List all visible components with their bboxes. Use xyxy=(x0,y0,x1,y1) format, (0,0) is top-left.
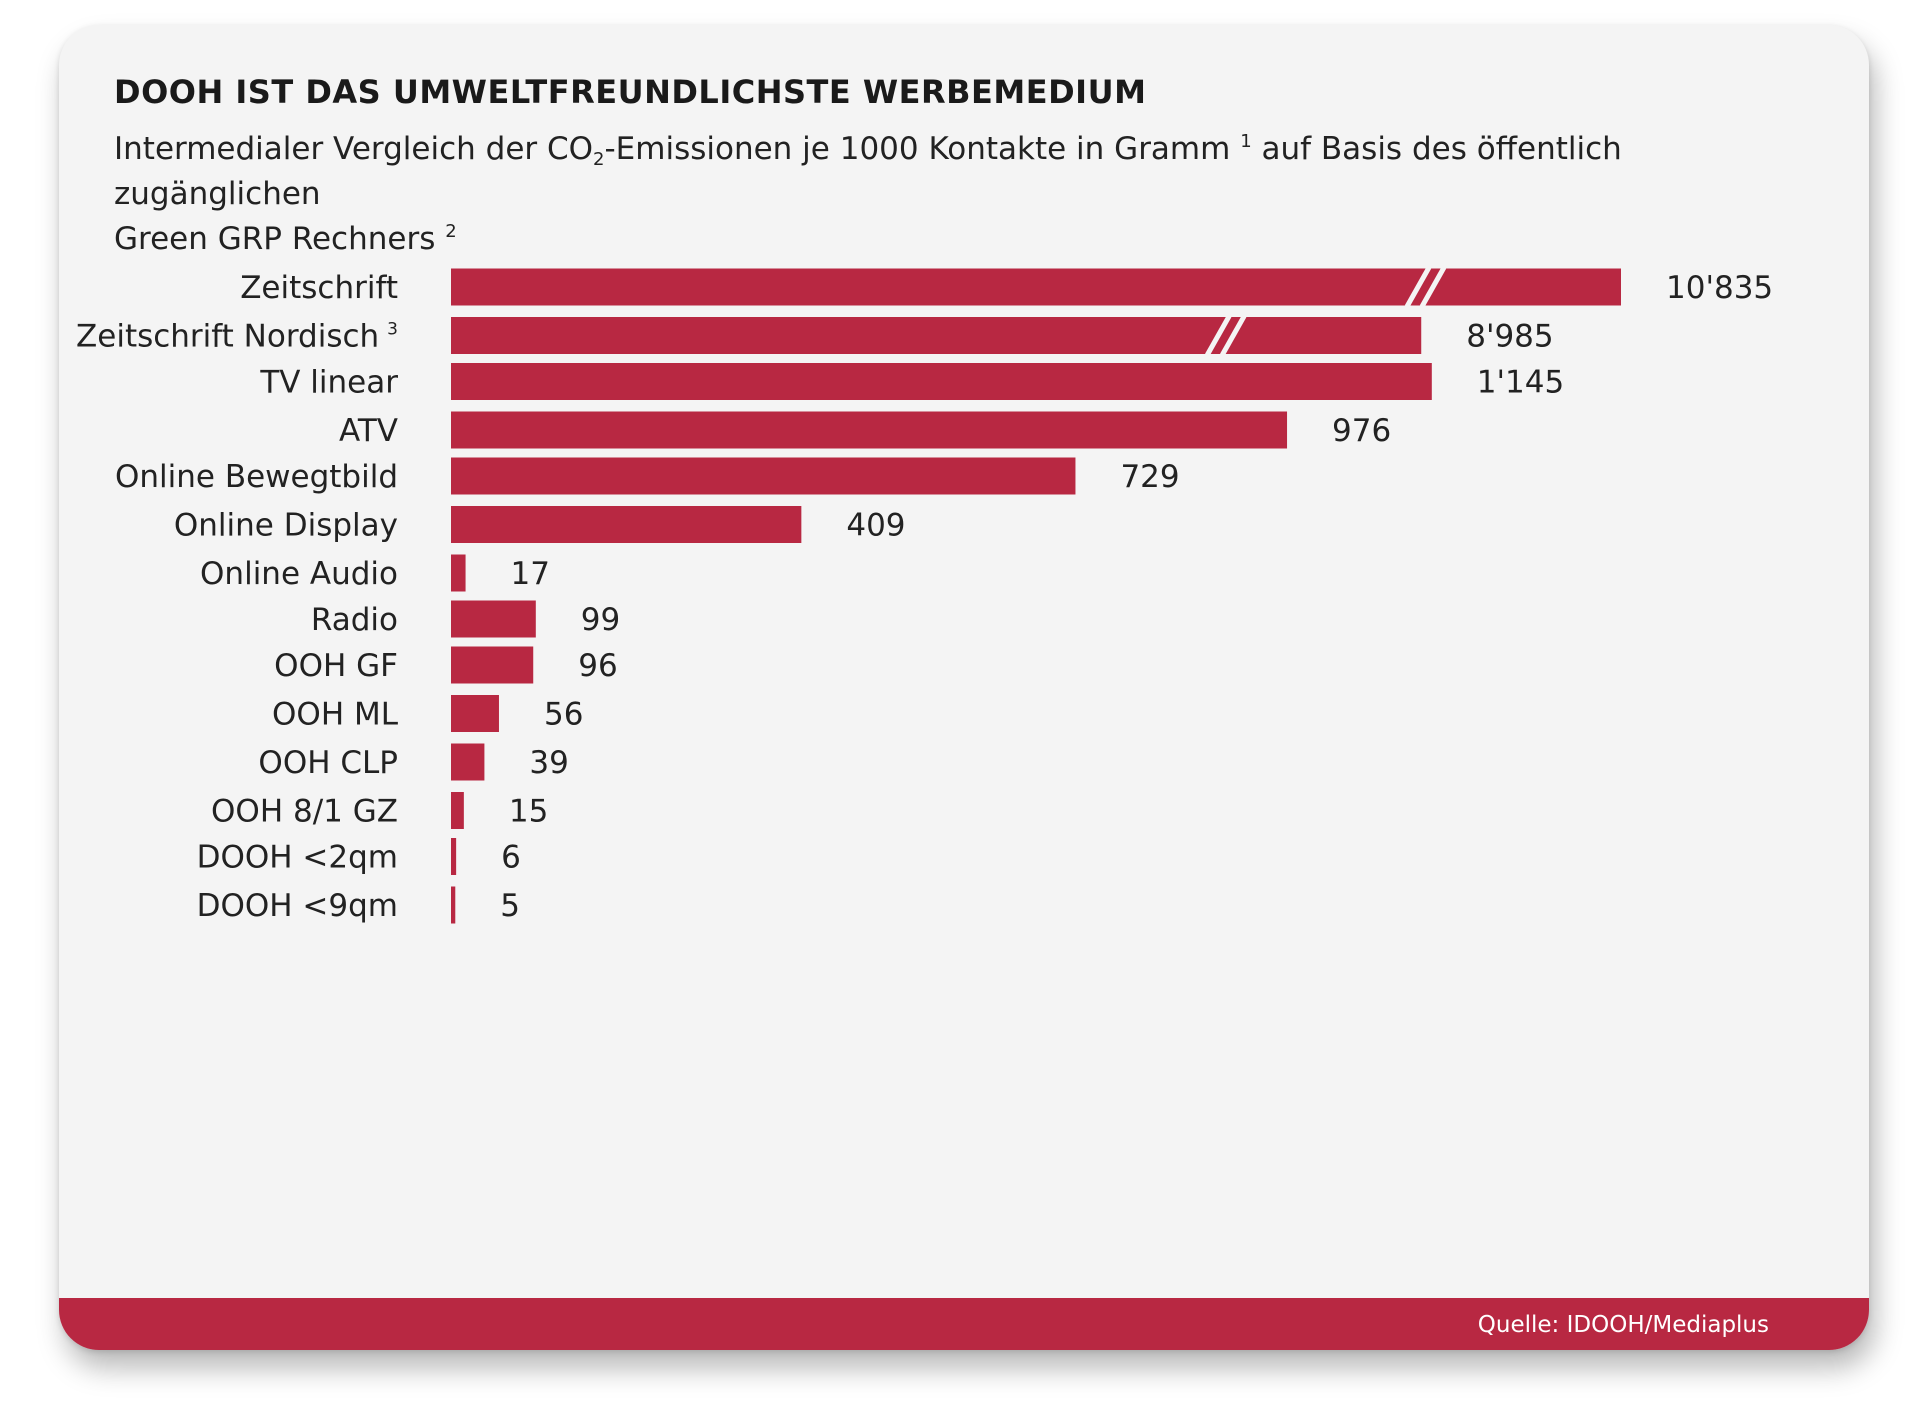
category-label: OOH 8/1 GZ xyxy=(211,794,398,830)
axis-break-mark xyxy=(1205,314,1232,357)
value-label: 17 xyxy=(511,556,550,592)
subtitle-footnote-1: 1 xyxy=(1240,131,1252,152)
category-label: Online Bewegtbild xyxy=(115,459,398,495)
subtitle-subscript: 2 xyxy=(593,149,605,170)
value-label: 5 xyxy=(500,888,520,924)
category-label: Online Display xyxy=(174,508,398,544)
value-label: 56 xyxy=(544,697,583,733)
footer-band: Quelle: IDOOH/Mediaplus xyxy=(59,1298,1869,1350)
source-note: Quelle: IDOOH/Mediaplus xyxy=(1477,1312,1769,1338)
value-label: 6 xyxy=(501,840,521,876)
bar-online-bewegtbild xyxy=(451,457,1076,495)
category-label: TV linear xyxy=(259,365,398,401)
bar-ooh-ml xyxy=(451,695,499,732)
bar-dooh-9qm xyxy=(451,886,456,924)
bar-online-display xyxy=(451,506,802,543)
category-label: Zeitschrift Nordisch 3 xyxy=(76,319,398,355)
category-label: OOH CLP xyxy=(258,745,398,781)
value-label: 409 xyxy=(846,508,905,544)
chart-title: DOOH IST DAS UMWELTFREUNDLICHSTE WERBEME… xyxy=(114,73,1147,111)
category-label: Online Audio xyxy=(200,556,398,592)
axis-break-mark xyxy=(1404,266,1432,308)
subtitle-text-1: Intermedialer Vergleich der CO xyxy=(114,131,594,167)
bar-ooh-8-1-gz xyxy=(451,792,464,829)
value-label: 10'835 xyxy=(1666,270,1773,306)
value-label: 1'145 xyxy=(1477,365,1564,401)
category-label: OOH GF xyxy=(274,648,398,684)
category-label: OOH ML xyxy=(272,697,399,733)
category-label: DOOH <2qm xyxy=(197,840,398,876)
bar-atv xyxy=(451,411,1288,449)
bar-chart: Zeitschrift 10'835 Zeitschrift Nordisch 3 8'… xyxy=(76,266,1773,924)
bar-online-audio xyxy=(451,554,466,592)
bar-zeitschrift-nordisch xyxy=(451,317,1422,354)
chart-subtitle: Intermedialer Vergleich der CO2-Emission… xyxy=(114,127,1814,262)
bar-radio xyxy=(451,600,536,638)
subtitle-text-2: -Emissionen je 1000 Kontakte in Gramm xyxy=(604,131,1241,167)
axis-break-mark xyxy=(1220,314,1247,357)
bar-tv-linear xyxy=(451,363,1432,400)
category-label: Radio xyxy=(311,602,398,638)
bar-dooh-2qm xyxy=(451,838,457,875)
value-label: 96 xyxy=(578,648,617,684)
value-label: 976 xyxy=(1332,413,1391,449)
chart-card: DOOH IST DAS UMWELTFREUNDLICHSTE WERBEME… xyxy=(59,25,1869,1350)
value-label: 8'985 xyxy=(1466,319,1553,355)
category-label: Zeitschrift xyxy=(240,270,398,306)
value-label: 15 xyxy=(509,794,548,830)
category-label: ATV xyxy=(339,413,398,449)
bar-ooh-clp xyxy=(451,743,485,781)
subtitle-footnote-2: 2 xyxy=(445,221,457,242)
value-label: 39 xyxy=(529,745,568,781)
bar-zeitschrift xyxy=(451,268,1621,306)
category-label: DOOH <9qm xyxy=(197,888,398,924)
axis-break-mark xyxy=(1419,266,1447,308)
subtitle-text-4: Green GRP Rechners xyxy=(114,221,446,257)
value-label: 729 xyxy=(1120,459,1179,495)
value-label: 99 xyxy=(581,602,620,638)
subtitle-text-3: auf Basis des öffentlich zugänglichen xyxy=(114,131,1622,212)
bar-ooh-gf xyxy=(451,646,534,684)
